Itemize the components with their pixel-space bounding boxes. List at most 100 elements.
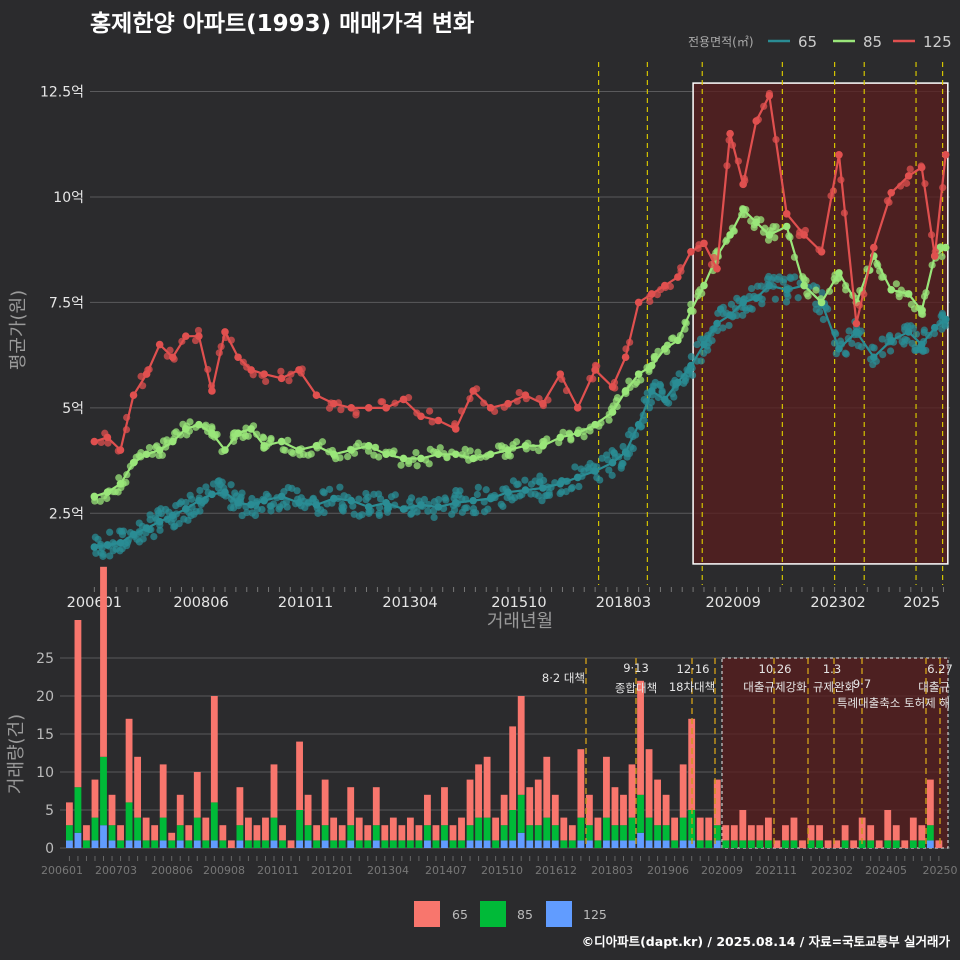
top-scatter-point	[739, 311, 747, 319]
top-scatter-point	[135, 519, 143, 527]
bottom-bar-65	[560, 817, 568, 841]
bottom-policy-label: 대출규제강화	[743, 680, 807, 694]
top-series-point-125	[234, 353, 242, 362]
bottom-bar-125	[193, 840, 201, 848]
bottom-y-tick-label: 15	[36, 727, 54, 743]
top-series-point-85	[469, 454, 477, 463]
top-series-point-125	[782, 210, 791, 218]
top-series-point-125	[941, 150, 950, 159]
top-scatter-point	[603, 451, 611, 459]
bottom-x-tick-label: 201201	[311, 864, 353, 877]
bottom-bar-125	[620, 840, 627, 848]
top-scatter-point	[364, 447, 373, 455]
top-scatter-point	[424, 507, 432, 515]
bottom-bar-85	[892, 840, 900, 848]
top-series-point-125	[726, 129, 734, 138]
top-scatter-point	[892, 280, 900, 288]
top-scatter-point	[150, 532, 158, 541]
bottom-bar-85	[253, 840, 261, 848]
bottom-bar-65	[424, 794, 431, 826]
footer-credit: ©디아파트(dapt.kr) / 2025.08.14 / 자료=국토교통부 실…	[581, 934, 950, 949]
top-series-point-65	[129, 530, 138, 539]
top-scatter-point	[435, 496, 443, 504]
bottom-bar-125	[159, 840, 167, 848]
bottom-bar-85	[185, 840, 193, 848]
top-series-point-65	[330, 494, 338, 503]
top-series-point-85	[917, 307, 926, 315]
top-scatter-point	[420, 495, 429, 504]
top-scatter-point	[441, 494, 449, 502]
bottom-bar-65	[449, 825, 457, 841]
bottom-bar-85	[321, 825, 329, 841]
bottom-policy-label: 9·7	[853, 677, 871, 691]
bottom-policy-label: 12·16	[677, 662, 710, 676]
top-scatter-point	[106, 528, 114, 536]
top-series-point-125	[713, 264, 721, 273]
top-series-point-65	[364, 503, 373, 511]
top-series-point-85	[364, 442, 373, 450]
top-scatter-point	[782, 298, 791, 306]
top-scatter-point	[509, 477, 518, 485]
bottom-bar-65	[620, 794, 627, 826]
bottom-bar-65	[867, 825, 875, 841]
bottom-bar-85	[458, 840, 465, 848]
top-series-point-85	[208, 429, 216, 437]
top-scatter-point	[680, 379, 688, 387]
bottom-bar-85	[568, 840, 576, 848]
top-scatter-point	[267, 434, 275, 443]
bottom-bar-65	[347, 787, 355, 826]
bottom-bar-85	[245, 840, 252, 848]
bottom-x-tick-label: 201407	[425, 864, 467, 877]
bottom-bar-125	[483, 840, 491, 848]
bottom-bar-85	[134, 817, 142, 841]
top-scatter-point	[281, 446, 289, 454]
bottom-bar-65	[568, 825, 576, 841]
bottom-bar-85	[66, 825, 73, 841]
top-series-point-85	[521, 442, 530, 450]
top-scatter-point	[277, 367, 285, 375]
top-scatter-point	[666, 282, 675, 291]
top-series-point-85	[765, 231, 774, 239]
top-series-point-125	[660, 281, 669, 290]
top-scatter-point	[509, 441, 517, 449]
top-scatter-point	[253, 505, 262, 513]
bottom-bar-85	[543, 817, 551, 841]
top-scatter-point	[815, 308, 824, 316]
bottom-bar-85	[389, 840, 397, 848]
top-scatter-point	[757, 282, 765, 290]
top-scatter-point	[146, 511, 154, 519]
top-series-point-125	[312, 391, 321, 400]
bottom-bar-85	[739, 840, 747, 848]
bottom-bar-125	[654, 840, 661, 848]
top-series-point-85	[247, 425, 255, 433]
bottom-bar-85	[867, 840, 875, 848]
bottom-bar-65	[466, 779, 474, 826]
top-series-point-65	[573, 473, 582, 482]
bottom-bar-65	[304, 794, 312, 826]
bottom-bar-85	[125, 802, 133, 841]
top-series-point-125	[765, 91, 774, 100]
bottom-bar-65	[381, 825, 389, 841]
bottom-bar-85	[338, 840, 346, 848]
top-series-point-85	[181, 425, 190, 433]
bottom-bar-85	[475, 817, 482, 841]
top-series-point-125	[330, 399, 338, 408]
bottom-bar-65	[236, 787, 244, 826]
top-scatter-point	[895, 293, 903, 301]
top-scatter-point	[658, 389, 666, 397]
top-series-point-85	[904, 290, 913, 298]
bottom-bar-85	[91, 817, 99, 841]
bottom-bar-65	[287, 840, 295, 848]
top-scatter-point	[688, 371, 697, 379]
bottom-bar-65	[509, 726, 517, 810]
top-series-point-125	[382, 404, 390, 412]
bottom-policy-label: 규제완화	[813, 680, 856, 694]
bottom-bar-125	[526, 840, 534, 848]
bottom-bar-85	[449, 840, 457, 848]
bottom-bar-85	[637, 794, 644, 833]
bottom-bar-65	[662, 794, 670, 826]
top-scatter-point	[216, 481, 224, 489]
bottom-bar-65	[534, 779, 542, 826]
bottom-bar-125	[270, 840, 278, 848]
top-scatter-point	[567, 434, 575, 443]
